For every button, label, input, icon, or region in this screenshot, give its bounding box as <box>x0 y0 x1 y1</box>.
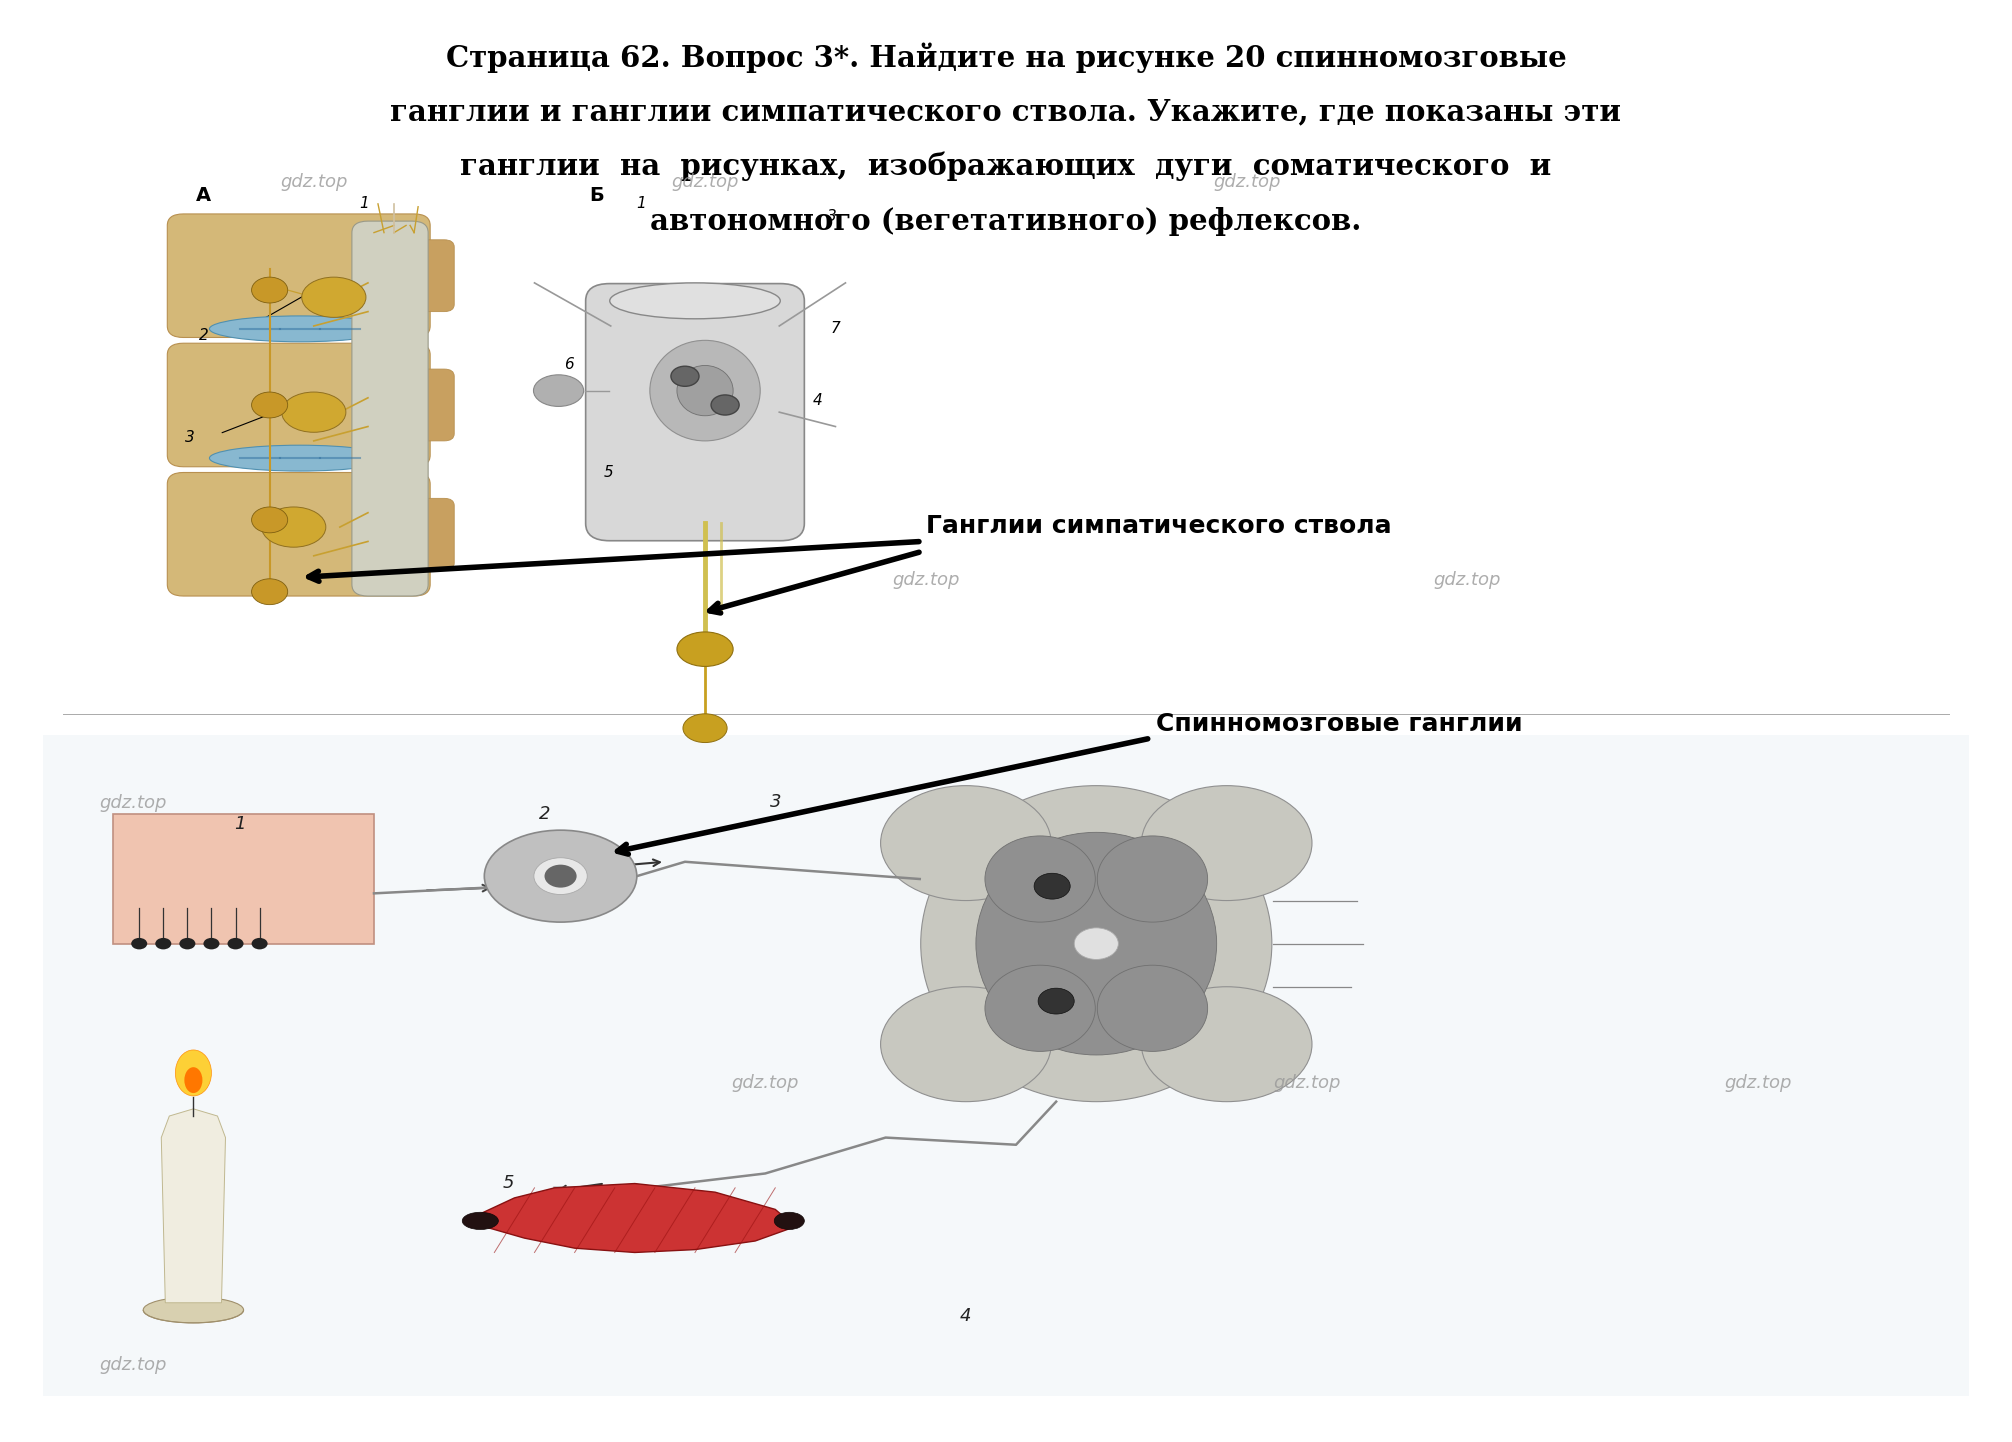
Text: 3: 3 <box>185 430 195 446</box>
Circle shape <box>545 865 577 888</box>
Bar <box>42 735 1970 1396</box>
Ellipse shape <box>302 277 366 317</box>
Text: ганглии  на  рисунках,  изображающих  дуги  соматического  и: ганглии на рисунках, изображающих дуги с… <box>461 151 1551 182</box>
Circle shape <box>131 937 147 949</box>
Circle shape <box>203 937 219 949</box>
Text: А: А <box>195 186 211 205</box>
Ellipse shape <box>881 986 1050 1102</box>
Ellipse shape <box>1141 986 1312 1102</box>
Circle shape <box>1038 988 1074 1014</box>
Circle shape <box>179 937 195 949</box>
Text: gdz.top: gdz.top <box>672 173 738 192</box>
Text: Спинномозговые ганглии: Спинномозговые ганглии <box>1157 712 1523 735</box>
Ellipse shape <box>252 578 288 604</box>
Ellipse shape <box>610 283 781 319</box>
FancyBboxPatch shape <box>585 284 805 541</box>
Text: Страница 62. Вопрос 3*. Найдите на рисунке 20 спинномозговые: Страница 62. Вопрос 3*. Найдите на рисун… <box>445 42 1567 72</box>
Ellipse shape <box>921 786 1272 1102</box>
Text: 2: 2 <box>539 805 549 823</box>
Text: 3: 3 <box>827 209 837 224</box>
Text: gdz.top: gdz.top <box>99 1355 167 1374</box>
Text: 1: 1 <box>636 196 646 211</box>
Bar <box>113 815 374 943</box>
Text: 1: 1 <box>233 815 245 832</box>
Ellipse shape <box>676 365 732 415</box>
Polygon shape <box>161 1109 225 1302</box>
Text: gdz.top: gdz.top <box>891 571 960 590</box>
Ellipse shape <box>775 1213 805 1230</box>
Text: 4: 4 <box>960 1308 972 1325</box>
Ellipse shape <box>282 392 346 433</box>
Circle shape <box>670 366 698 386</box>
Text: 7: 7 <box>831 322 841 336</box>
FancyBboxPatch shape <box>167 343 431 467</box>
FancyBboxPatch shape <box>384 499 455 570</box>
Polygon shape <box>475 1184 795 1253</box>
FancyBboxPatch shape <box>167 473 431 596</box>
Ellipse shape <box>1074 927 1119 959</box>
Ellipse shape <box>986 836 1095 921</box>
Circle shape <box>227 937 243 949</box>
Ellipse shape <box>175 1050 211 1096</box>
Text: Ганглии симпатического ствола: Ганглии симпатического ствола <box>926 513 1392 538</box>
Ellipse shape <box>986 965 1095 1051</box>
Ellipse shape <box>533 375 583 407</box>
Text: 6: 6 <box>563 358 573 372</box>
Ellipse shape <box>262 508 326 547</box>
Text: 2: 2 <box>199 329 209 343</box>
Ellipse shape <box>209 316 390 342</box>
Text: Б: Б <box>590 186 604 205</box>
Ellipse shape <box>463 1213 499 1230</box>
FancyBboxPatch shape <box>167 213 431 337</box>
Ellipse shape <box>533 858 588 894</box>
Ellipse shape <box>252 508 288 534</box>
Text: gdz.top: gdz.top <box>1435 571 1501 590</box>
Circle shape <box>252 937 268 949</box>
Ellipse shape <box>252 392 288 418</box>
Text: 5: 5 <box>503 1174 515 1193</box>
Circle shape <box>710 395 738 415</box>
Circle shape <box>155 937 171 949</box>
Text: 1: 1 <box>358 196 368 211</box>
Text: gdz.top: gdz.top <box>99 795 167 812</box>
Ellipse shape <box>209 446 390 472</box>
Text: gdz.top: gdz.top <box>280 173 348 192</box>
Text: gdz.top: gdz.top <box>1274 1074 1340 1092</box>
Ellipse shape <box>1141 786 1312 901</box>
Text: gdz.top: gdz.top <box>1213 173 1280 192</box>
Ellipse shape <box>252 277 288 303</box>
Text: gdz.top: gdz.top <box>1724 1074 1793 1092</box>
Ellipse shape <box>1097 965 1207 1051</box>
Text: 3: 3 <box>769 793 781 812</box>
FancyBboxPatch shape <box>352 221 429 596</box>
Text: ганглии и ганглии симпатического ствола. Укажите, где показаны эти: ганглии и ганглии симпатического ствола.… <box>390 98 1622 127</box>
Ellipse shape <box>676 632 732 666</box>
Ellipse shape <box>682 714 726 743</box>
FancyBboxPatch shape <box>384 239 455 311</box>
Text: 4: 4 <box>813 394 823 408</box>
Ellipse shape <box>1097 836 1207 921</box>
Ellipse shape <box>485 831 638 921</box>
Ellipse shape <box>185 1067 203 1093</box>
Ellipse shape <box>143 1296 243 1322</box>
Text: автономного (вегетативного) рефлексов.: автономного (вегетативного) рефлексов. <box>650 206 1362 235</box>
Text: 5: 5 <box>604 464 614 480</box>
Ellipse shape <box>976 832 1217 1056</box>
Ellipse shape <box>650 340 761 441</box>
Circle shape <box>1034 874 1070 900</box>
Text: gdz.top: gdz.top <box>732 1074 799 1092</box>
FancyBboxPatch shape <box>384 369 455 441</box>
Ellipse shape <box>881 786 1050 901</box>
